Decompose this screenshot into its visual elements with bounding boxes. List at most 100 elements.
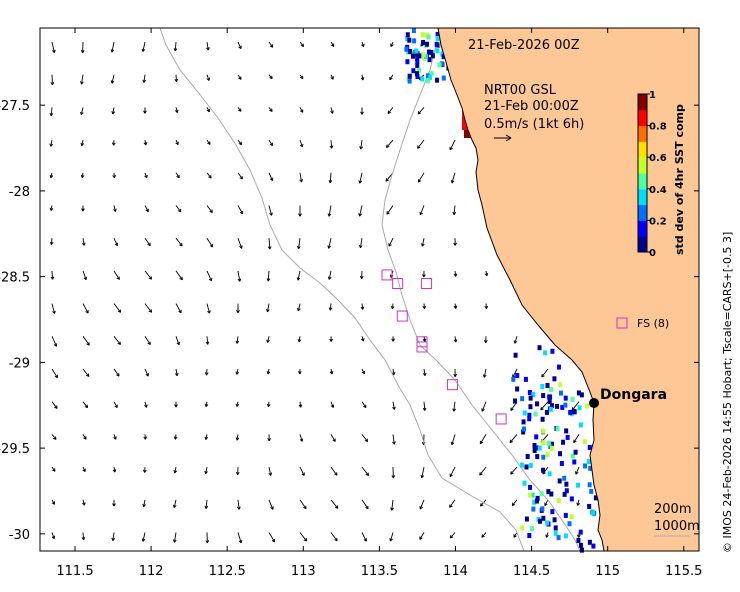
current-vector-head (299, 143, 304, 148)
current-vector (82, 238, 85, 246)
colorbar-tick-label: 0.8 (649, 122, 667, 133)
sst-pixel (545, 520, 550, 526)
sst-pixel (441, 75, 446, 81)
sst-pixel (521, 429, 526, 435)
current-vector (540, 401, 549, 411)
sst-pixel (426, 49, 431, 55)
current-vector-head (204, 505, 209, 509)
current-vector-head (51, 501, 55, 505)
sst-pixel (561, 439, 566, 445)
current-vector-head (269, 212, 273, 216)
land-mass (437, 27, 700, 552)
current-vector (299, 434, 303, 442)
sst-pixel (533, 411, 538, 417)
sst-pixel (556, 364, 561, 370)
current-vector-head (422, 305, 427, 309)
isobath-label-1000: 1000m (654, 519, 700, 534)
sst-pixel (559, 460, 564, 466)
current-vector (299, 532, 308, 542)
current-vector-head (269, 142, 273, 146)
sst-pixel (593, 495, 598, 501)
current-vector-head (173, 48, 178, 52)
sst-pixel (576, 537, 581, 543)
colorbar-segment (638, 220, 647, 237)
map-frame (39, 27, 700, 552)
sst-pixel (552, 517, 557, 523)
sst-pixel (564, 481, 569, 487)
current-vector (174, 41, 177, 52)
current-vector-head (80, 111, 84, 116)
current-vector-head (209, 244, 214, 248)
isobath-label-200: 200m (654, 502, 691, 517)
sst-pixel (527, 412, 532, 418)
current-vector (513, 532, 518, 538)
current-vector (421, 467, 425, 478)
sst-pixel (521, 419, 526, 425)
current-vector (206, 41, 209, 51)
sst-pixel (437, 62, 442, 68)
sst-pixel (535, 495, 540, 501)
current-vector-head (207, 310, 211, 314)
current-vector (421, 238, 425, 247)
current-vector (175, 205, 182, 213)
current-vector (143, 74, 146, 83)
sst-pixel (562, 491, 567, 497)
current-vector (112, 107, 115, 115)
current-vector (173, 499, 177, 508)
current-vector (144, 205, 149, 212)
sst-pixel (556, 497, 561, 503)
sst-pixel (546, 440, 551, 446)
current-vector (113, 270, 120, 280)
current-vector (417, 139, 425, 149)
sst-pixel (426, 78, 431, 84)
current-vector-head (328, 307, 333, 311)
current-vector-head (144, 404, 148, 408)
current-vector-head (422, 372, 427, 377)
current-vector (82, 499, 85, 506)
current-vector-head (361, 338, 365, 342)
sst-pixel (572, 409, 577, 415)
sst-pixel (520, 525, 525, 531)
current-vector (417, 172, 425, 183)
current-vector-head (147, 341, 151, 345)
sst-pixel (534, 498, 539, 504)
credit-text: © IMOS 24-Feb-2026 14:55 Hobart; Tscale=… (721, 232, 734, 553)
current-vector (237, 205, 244, 215)
sst-pixel (587, 482, 592, 488)
colorbar-segment (638, 109, 647, 127)
current-vector (392, 434, 395, 445)
current-vector-head (298, 213, 302, 217)
sst-pixel (558, 451, 563, 457)
current-vector-head (361, 43, 365, 48)
sst-pixel (523, 376, 528, 382)
sst-pixel (560, 404, 565, 410)
current-vector-head (143, 142, 148, 146)
sst-pixel (540, 416, 545, 422)
sst-pixel (515, 386, 520, 392)
sst-pixel (553, 525, 558, 531)
sst-pixel (539, 491, 544, 497)
current-vector (237, 41, 242, 49)
current-vector (82, 368, 90, 377)
current-vector-head (174, 372, 179, 377)
sst-pixel (547, 471, 552, 477)
current-vector-head (54, 374, 58, 379)
sst-pixel (569, 496, 574, 502)
current-vector (113, 401, 118, 408)
current-vector-head (174, 404, 178, 408)
colorbar-tick-label: 1 (649, 90, 656, 101)
current-vector (206, 172, 212, 179)
sst-pixel (545, 452, 550, 458)
lat-tick-label: -28.5 (0, 271, 30, 286)
current-vector-head (386, 211, 390, 215)
current-vector-head (269, 75, 273, 80)
sst-pixel (557, 478, 562, 484)
current-vector-head (49, 143, 53, 147)
current-vector-head (112, 503, 116, 507)
sst-pixel (528, 484, 533, 490)
current-vector (386, 139, 394, 148)
sst-pixel (535, 454, 540, 460)
sst-pixel (515, 373, 520, 379)
sst-pixel (435, 48, 440, 54)
current-vector-head (209, 209, 213, 213)
